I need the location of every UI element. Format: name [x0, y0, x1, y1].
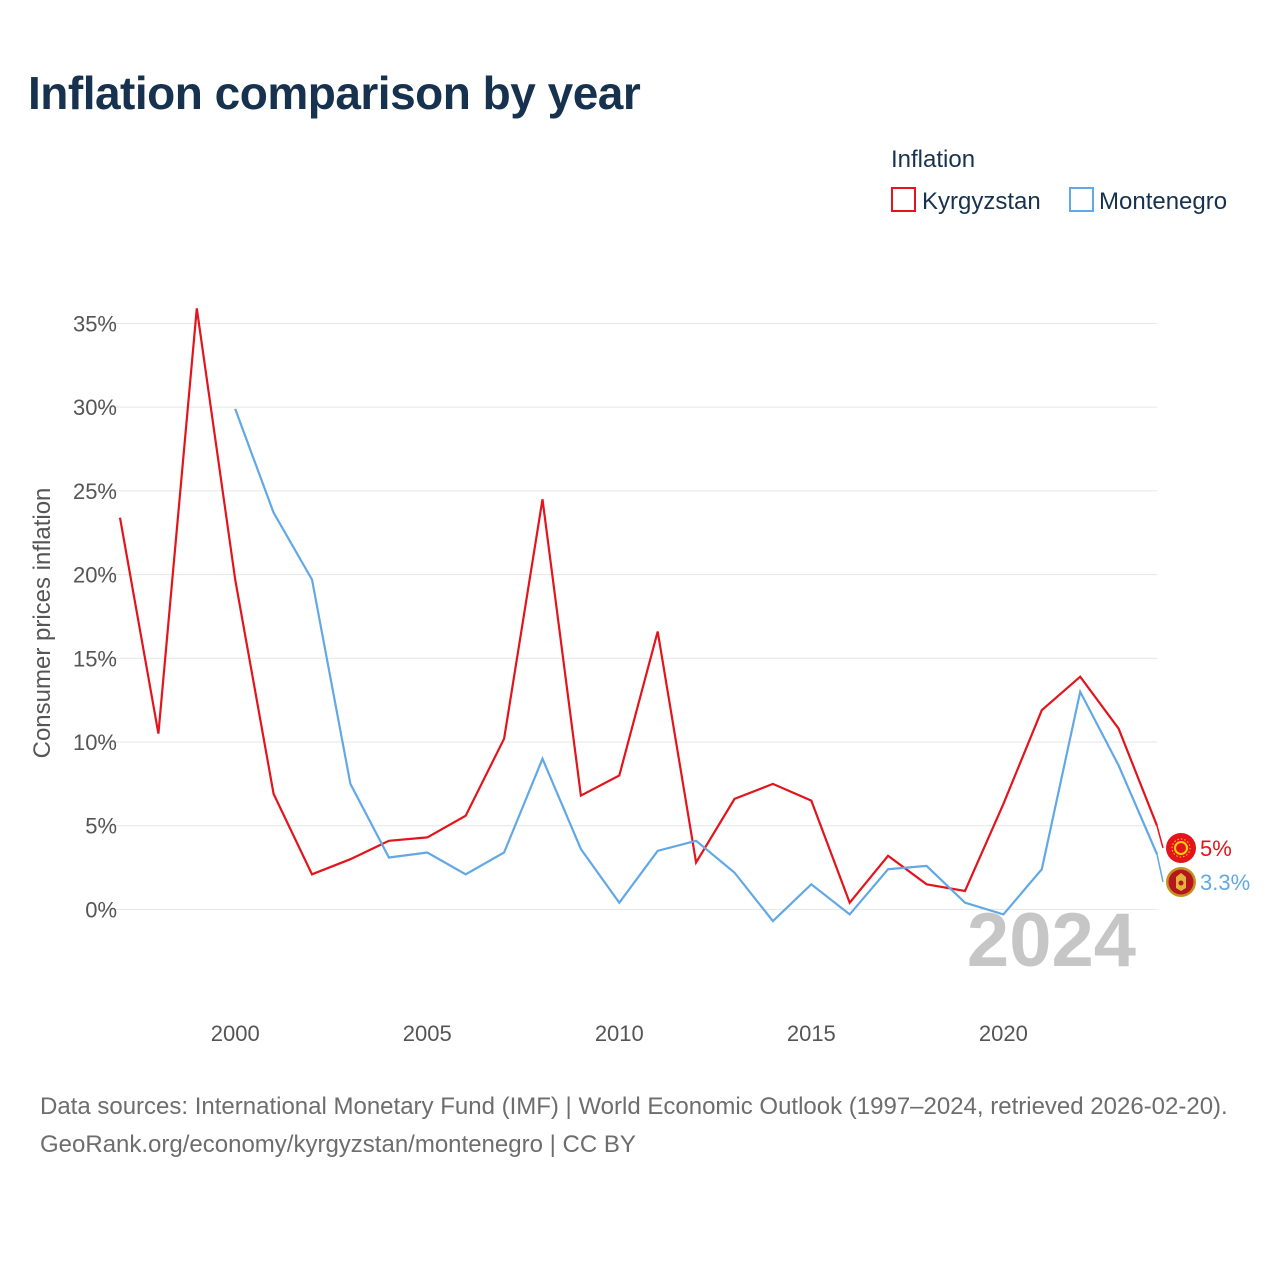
y-tick-label: 5% [85, 814, 117, 839]
legend-label-montenegro: Montenegro [1099, 188, 1227, 215]
gridlines [97, 322, 1157, 910]
end-label-connector [1156, 825, 1164, 849]
series-lines [118, 308, 1159, 923]
end-label-connector [1156, 854, 1164, 883]
y-tick-label: 20% [73, 563, 117, 588]
footer: Data sources: International Monetary Fun… [40, 1088, 1250, 1164]
legend-label-kyrgyzstan: Kyrgyzstan [922, 188, 1041, 215]
series-line-montenegro [234, 408, 1159, 923]
chart: Inflation Kyrgyzstan Montenegro 0% 5% 10% 1… [29, 146, 1250, 1046]
series-line-kyrgyzstan [118, 308, 1159, 905]
legend-item-kyrgyzstan[interactable]: Kyrgyzstan [891, 187, 1041, 215]
x-axis-ticks: 2000 2005 2010 2015 2020 [211, 1021, 1028, 1046]
legend-title: Inflation [891, 146, 975, 173]
y-axis-ticks: 0% 5% 10% 15% 20% 25% 30% 35% [73, 311, 117, 922]
y-tick-label: 10% [73, 730, 117, 755]
x-tick-label: 2015 [787, 1021, 836, 1046]
end-labels: 5% 3.3% [1156, 825, 1250, 895]
y-tick-label: 30% [73, 395, 117, 420]
y-tick-label: 15% [73, 646, 117, 671]
legend-item-montenegro[interactable]: Montenegro [1069, 187, 1227, 215]
kyrgyzstan-flag-icon [1166, 833, 1196, 863]
x-tick-label: 2000 [211, 1021, 260, 1046]
x-tick-label: 2010 [595, 1021, 644, 1046]
y-tick-label: 35% [73, 311, 117, 336]
end-label-montenegro: 3.3% [1200, 870, 1250, 895]
legend: Inflation Kyrgyzstan Montenegro [891, 146, 1227, 215]
page-title: Inflation comparison by year [28, 67, 641, 119]
montenegro-flag-icon [1166, 867, 1196, 897]
y-tick-label: 25% [73, 479, 117, 504]
legend-swatch-kyrgyzstan [891, 187, 916, 212]
legend-swatch-montenegro [1069, 187, 1094, 212]
data-sources: Data sources: International Monetary Fun… [40, 1093, 1228, 1120]
y-axis-title: Consumer prices inflation [29, 488, 56, 759]
x-tick-label: 2005 [403, 1021, 452, 1046]
source-credit[interactable]: GeoRank.org/economy/kyrgyzstan/montenegr… [40, 1131, 636, 1158]
end-label-kyrgyzstan: 5% [1200, 836, 1232, 861]
x-tick-label: 2020 [979, 1021, 1028, 1046]
y-tick-label: 0% [85, 897, 117, 922]
